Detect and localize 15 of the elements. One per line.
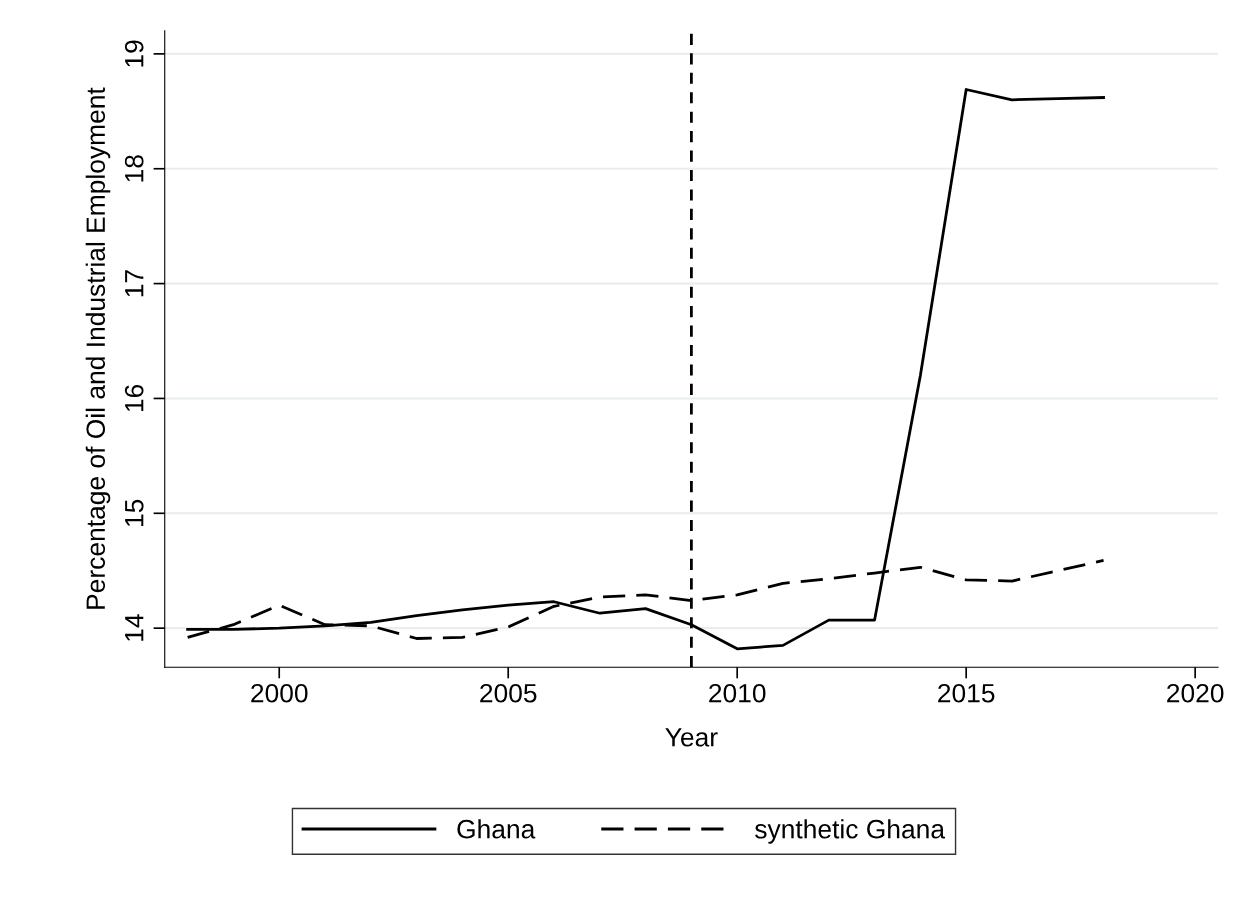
y-tick-label: 15 [125,499,144,526]
legend-label: Ghana [457,819,536,839]
y-tick-label: 19 [124,40,144,67]
y-tick-label: 17 [125,270,144,297]
y-tick-label: 14 [125,614,144,641]
x-tick-label: 2010 [709,683,766,703]
y-tick-label: 16 [124,384,144,412]
x-tick-label: 2000 [251,683,308,703]
x-tick-label: 2005 [480,683,537,703]
x-tick-label: 2015 [938,683,995,703]
text: synthetic Ghana [755,819,946,844]
y-tick-label: 18 [124,155,144,182]
x-tick-label: 2020 [1167,683,1224,703]
y-axis-title: Percentage of Oil and Industrial Employment [85,87,111,609]
x-axis-title: Year [665,728,718,747]
